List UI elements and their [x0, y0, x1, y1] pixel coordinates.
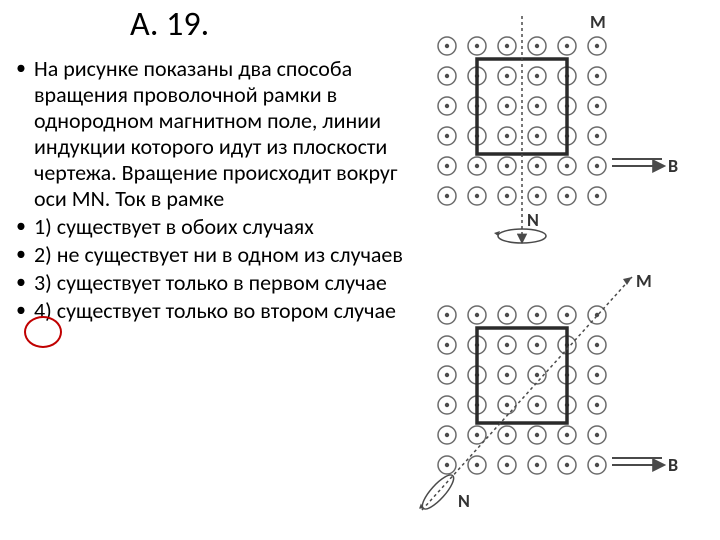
- label-B-top: B: [668, 155, 678, 177]
- option-3: • 3) существует только в первом случае: [16, 270, 408, 296]
- bullet-icon: •: [16, 242, 34, 268]
- label-B-bottom: B: [668, 454, 678, 476]
- label-N-bottom: N: [458, 490, 470, 512]
- option-4-text: 4) существует только во втором случае: [34, 298, 408, 324]
- option-1-text: 1) существует в обоих случаях: [34, 214, 408, 240]
- question-number: А. 19.: [130, 4, 209, 45]
- option-3-text: 3) существует только в первом случае: [34, 270, 408, 296]
- problem-statement: • На рисунке показаны два способа вращен…: [16, 56, 408, 212]
- bullet-icon: •: [16, 270, 34, 296]
- bullet-icon: •: [16, 214, 34, 240]
- option-2-text: 2) не существует ни в одном из случаев: [34, 242, 408, 268]
- label-N-top: N: [527, 209, 539, 231]
- question-body: • На рисунке показаны два способа вращен…: [16, 56, 408, 326]
- option-1: • 1) существует в обоих случаях: [16, 214, 408, 240]
- bullet-icon: •: [16, 56, 34, 212]
- physics-diagrams: M N B: [412, 10, 712, 530]
- label-M-top: M: [590, 11, 606, 33]
- label-M-bottom: M: [636, 270, 652, 292]
- bullet-icon: •: [16, 298, 34, 324]
- diagram-svg: M N B: [412, 10, 712, 530]
- option-2: • 2) не существует ни в одном из случаев: [16, 242, 408, 268]
- problem-text: На рисунке показаны два способа вращения…: [34, 56, 408, 212]
- option-4: • 4) существует только во втором случае: [16, 298, 408, 324]
